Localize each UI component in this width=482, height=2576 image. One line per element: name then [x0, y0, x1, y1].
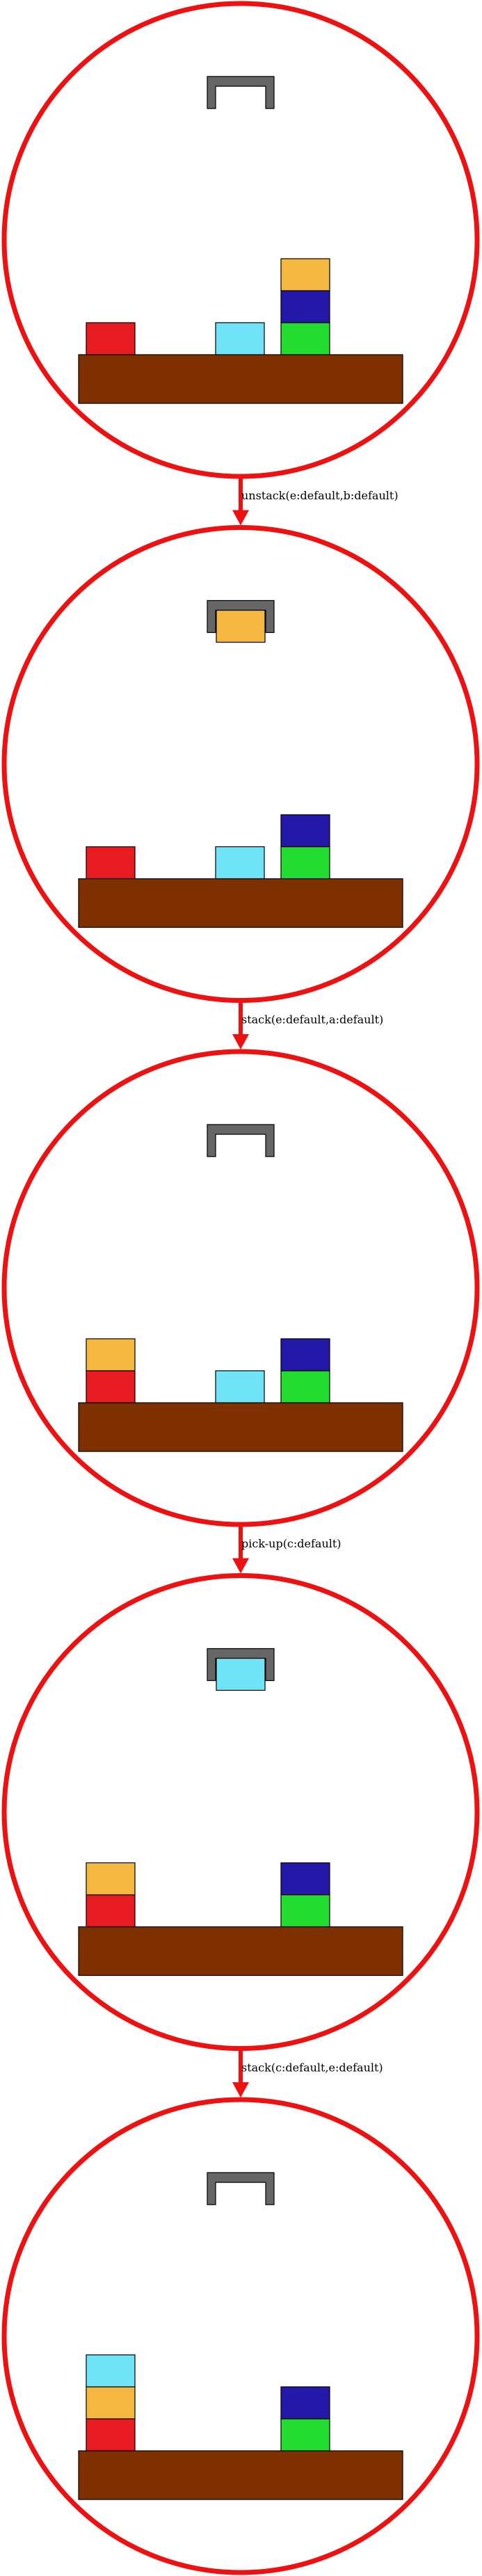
- block-d: [280, 1370, 330, 1403]
- block-e: [280, 258, 330, 291]
- transition-label: unstack(e:default,b:default): [241, 489, 399, 502]
- transitions-layer: unstack(e:default,b:default) stack(e:defa…: [232, 478, 399, 2098]
- state-circle: [1, 1049, 480, 1527]
- held-block-e: [216, 609, 266, 643]
- transition-arrowhead: [232, 2082, 249, 2098]
- gripper: [207, 599, 275, 634]
- transition-4: stack(c:default,e:default): [232, 2050, 383, 2098]
- block-b: [280, 2386, 330, 2420]
- transition-2: stack(e:default,a:default): [232, 1002, 383, 1049]
- gripper: [207, 1648, 275, 1682]
- state-circle: [1, 1573, 480, 2051]
- block-d: [280, 322, 330, 355]
- block-b: [280, 814, 330, 848]
- transition-1: unstack(e:default,b:default): [232, 478, 399, 526]
- transition-arrowhead: [232, 510, 249, 526]
- table: [78, 2450, 403, 2500]
- state-circle: [1, 1, 480, 479]
- block-d: [280, 846, 330, 880]
- gripper: [207, 76, 275, 109]
- table: [78, 1402, 403, 1452]
- state-circle: [1, 2097, 480, 2575]
- block-b: [280, 290, 330, 323]
- block-c: [215, 846, 265, 880]
- block-b: [280, 1862, 330, 1896]
- transition-arrowhead: [232, 1558, 249, 1574]
- held-block-c: [216, 1657, 266, 1691]
- transition-label: pick-up(c:default): [241, 1537, 342, 1550]
- block-a: [86, 1894, 136, 1928]
- state-5: [1, 2097, 480, 2575]
- transition-label: stack(c:default,e:default): [241, 2061, 383, 2075]
- block-a: [86, 846, 136, 880]
- transition-arrowhead: [232, 1034, 249, 1049]
- table: [78, 1926, 403, 1977]
- state-3: [1, 1049, 480, 1527]
- block-a: [86, 1370, 136, 1403]
- block-a: [86, 322, 136, 355]
- block-c: [215, 322, 265, 355]
- block-d: [280, 1894, 330, 1928]
- state-1: [1, 1, 480, 479]
- state-circle: [1, 525, 480, 1003]
- transition-label: stack(e:default,a:default): [241, 1013, 383, 1027]
- block-d: [280, 2418, 330, 2452]
- block-b: [280, 1338, 330, 1371]
- state-2: [1, 525, 480, 1003]
- block-c: [215, 1370, 265, 1403]
- table: [78, 354, 403, 404]
- block-e: [86, 2386, 136, 2420]
- block-e: [86, 1862, 136, 1896]
- state-4: [1, 1573, 480, 2051]
- gripper: [207, 1124, 275, 1157]
- gripper: [207, 2172, 275, 2205]
- block-c: [86, 2354, 136, 2388]
- block-a: [86, 2418, 136, 2452]
- table: [78, 878, 403, 928]
- block-e: [86, 1338, 136, 1371]
- transition-3: pick-up(c:default): [232, 1527, 342, 1574]
